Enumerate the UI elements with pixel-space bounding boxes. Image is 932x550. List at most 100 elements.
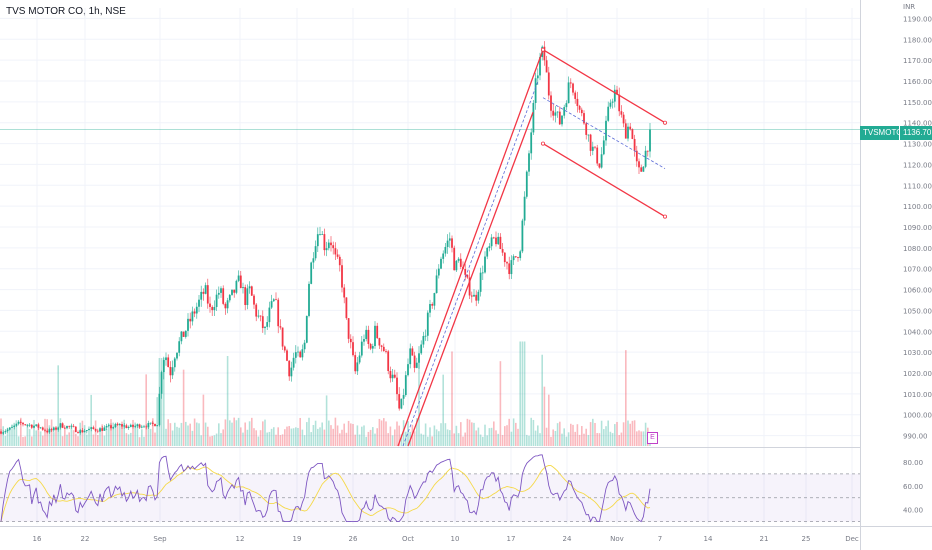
candle-body: [127, 426, 130, 428]
volume-bar: [198, 423, 200, 446]
volume-bar: [53, 432, 55, 446]
volume-bar: [101, 424, 103, 446]
candle-body: [321, 234, 324, 235]
candle-body: [501, 249, 504, 253]
candle-body: [195, 306, 198, 314]
candle-body: [228, 294, 231, 301]
candle-body: [446, 240, 449, 247]
candle-body: [422, 336, 425, 345]
price-tick-label: 1090.00: [903, 224, 932, 232]
candle-body: [72, 425, 75, 427]
volume-bar: [532, 419, 535, 446]
volume-bar: [268, 431, 271, 446]
volume-bar: [378, 418, 381, 446]
candle-body: [543, 46, 546, 61]
candle-body: [178, 341, 181, 353]
candle-body: [165, 357, 167, 361]
volume-bar: [636, 431, 638, 446]
volume-bar: [279, 435, 282, 446]
volume-bar: [396, 421, 398, 446]
candle-body: [312, 258, 315, 263]
candle-body: [233, 289, 236, 293]
volume-bar: [163, 358, 165, 446]
candle-body: [299, 351, 302, 358]
candle-body: [437, 268, 440, 276]
candle-body: [52, 427, 55, 431]
volume-bar: [20, 417, 22, 446]
candle-body: [162, 360, 165, 373]
candle-body: [556, 111, 559, 113]
volume-bar: [508, 418, 510, 446]
volume-bar: [154, 432, 156, 446]
volume-bar: [110, 419, 112, 446]
volume-bar: [488, 428, 491, 446]
volume-bar: [185, 421, 187, 446]
volume-bar: [578, 434, 581, 446]
volume-bar: [341, 429, 343, 446]
candle-body: [176, 352, 178, 359]
volume-bar: [17, 436, 20, 446]
candle-body: [563, 107, 566, 116]
candle-body: [173, 358, 176, 368]
volume-bar: [587, 434, 590, 446]
volume-bar: [310, 432, 312, 446]
candle-body: [118, 424, 121, 426]
volume-bar: [407, 421, 409, 446]
candle-body: [550, 95, 552, 111]
candle-body: [327, 242, 330, 249]
volume-bar: [202, 394, 205, 446]
volume-bar: [603, 429, 605, 446]
candle-body: [151, 422, 154, 424]
candle-body: [534, 78, 537, 103]
volume-bar: [226, 356, 229, 446]
candle-body: [616, 89, 618, 95]
candle-body: [435, 275, 438, 294]
volume-bar: [336, 425, 339, 446]
price-tick-label: 1050.00: [903, 307, 932, 315]
volume-bar: [125, 433, 128, 446]
volume-bar: [284, 429, 286, 446]
candle-body: [642, 166, 645, 172]
volume-bar: [86, 434, 88, 446]
volume-bar: [262, 421, 264, 446]
volume-bar: [314, 420, 317, 446]
candle-body: [578, 106, 581, 110]
volume-bar: [559, 421, 561, 446]
candle-body: [13, 425, 16, 428]
volume-bar: [422, 434, 425, 446]
volume-bar: [242, 432, 244, 446]
candle-body: [363, 339, 365, 342]
candle-body: [85, 430, 88, 432]
candle-body: [180, 331, 183, 342]
candle-body: [259, 315, 262, 317]
volume-bar: [207, 426, 209, 446]
volume-bar: [640, 431, 642, 446]
candle-body: [488, 246, 491, 249]
candle-body: [129, 424, 132, 427]
volume-bar: [556, 423, 559, 446]
volume-bar: [506, 425, 508, 446]
candle-body: [385, 351, 387, 352]
earnings-marker[interactable]: E: [647, 432, 658, 444]
price-tick-label: 1030.00: [903, 349, 932, 357]
candle-body: [519, 251, 522, 259]
volume-bar: [103, 435, 106, 446]
rsi-tick-label: 40.00: [903, 507, 923, 515]
candle-body: [17, 421, 20, 424]
currency-label: INR: [903, 3, 915, 11]
candle-body: [11, 427, 13, 428]
volume-bar: [600, 420, 603, 446]
volume-bar: [50, 419, 53, 446]
candle-body: [116, 424, 119, 426]
volume-bar: [297, 427, 299, 446]
candle-body: [638, 161, 640, 168]
candle-body: [644, 150, 647, 167]
volume-bar: [510, 431, 513, 446]
volume-bar: [9, 427, 11, 446]
volume-bar: [455, 425, 458, 446]
candle-body: [356, 362, 359, 372]
candle-body: [484, 256, 486, 273]
channel-line: [542, 143, 666, 218]
